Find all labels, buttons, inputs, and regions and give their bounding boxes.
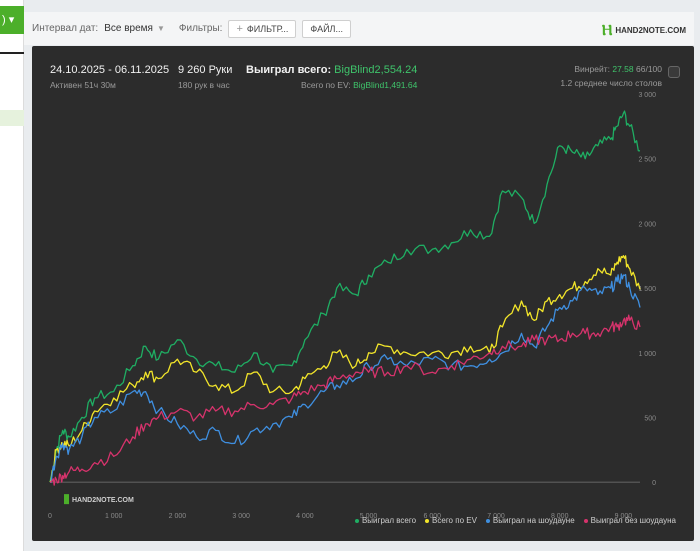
y-tick-label: 500	[644, 415, 656, 422]
hands-block: 9 260 Руки 180 рук в час	[178, 64, 232, 90]
logo-icon: Ⲏ	[601, 22, 613, 39]
legend-label: Выиграл на шоудауне	[492, 516, 575, 525]
y-tick-label: 2 500	[638, 157, 656, 164]
active-time: Активен 51ч 30м	[50, 80, 116, 90]
legend-item[interactable]: Выиграл всего	[354, 516, 417, 525]
chevron-down-icon[interactable]: ▼	[156, 24, 165, 33]
ev-value: BigBlind1,491.64	[353, 80, 418, 90]
x-tick-label: 5 000	[360, 513, 378, 520]
results-chart: 0 500 1 000 1 500 2 000 2 500 3 000 0 1 000 2 000…	[48, 92, 656, 520]
filters-label: Фильтры:	[178, 23, 223, 34]
x-tick-label: 4 000	[296, 513, 314, 520]
won-value: BigBlind2,554.24	[334, 64, 418, 76]
legend-dot-icon	[583, 518, 588, 523]
won-label: Выиграл всего:	[246, 64, 332, 76]
winrate: Винрейт: 27.58 66/100	[560, 64, 662, 74]
series-line	[49, 314, 641, 486]
winrate-unit: 66/100	[636, 64, 662, 74]
x-tick-label: 2 000	[169, 513, 187, 520]
ev-total: Всего по EV: BigBlind1,491.64	[246, 80, 417, 90]
y-tick-label: 1 500	[638, 286, 656, 293]
gear-icon[interactable]	[668, 66, 680, 78]
sidebar-selected-item[interactable]	[0, 110, 24, 126]
file-button-label: ФАЙЛ...	[310, 23, 343, 34]
x-tick-label: 0	[48, 513, 52, 520]
date-range: 24.10.2025 - 06.11.2025	[50, 64, 170, 76]
date-interval-label: Интервал дат:	[32, 23, 99, 34]
y-tick-label: 1 000	[638, 351, 656, 358]
x-tick-label: 9 000	[615, 513, 633, 520]
series-line	[49, 273, 641, 484]
x-tick-label: 1 000	[105, 513, 123, 520]
sidebar-tab[interactable]: ) ▾	[0, 6, 24, 34]
x-tick-label: 7 000	[487, 513, 505, 520]
logo-text: HAND2NOTE.COM	[615, 26, 686, 35]
hands-per-hour: 180 рук в час	[178, 80, 230, 90]
chart-legend: Выиграл всего Всего по EV Выиграл на шоуда…	[346, 516, 676, 525]
filter-button[interactable]: + ФИЛЬТР...	[228, 19, 297, 38]
avg-tables: 1.2 среднее число столов	[560, 78, 662, 88]
left-sidebar: ) ▾	[0, 0, 24, 551]
legend-label: Выиграл всего	[361, 516, 417, 525]
file-button[interactable]: ФАЙЛ...	[302, 19, 351, 38]
winrate-block: Винрейт: 27.58 66/100 1.2 среднее число …	[560, 64, 662, 88]
legend-dot-icon	[354, 518, 359, 523]
x-tick-label: 8 000	[551, 513, 569, 520]
winrate-value: 27.58	[612, 64, 634, 74]
legend-label: Всего по EV	[432, 516, 477, 525]
series-line	[49, 255, 641, 483]
sidebar-divider	[0, 52, 24, 54]
legend-item[interactable]: Всего по EV	[425, 516, 477, 525]
legend-item[interactable]: Выиграл без шоудауна	[583, 516, 676, 525]
filter-button-label: ФИЛЬТР...	[246, 23, 289, 34]
x-tick-label: 6 000	[424, 513, 442, 520]
date-interval-select[interactable]: Все время	[104, 23, 153, 34]
date-range-block: 24.10.2025 - 06.11.2025 Активен 51ч 30м	[50, 64, 169, 90]
winnings-block: Выиграл всего: BigBlind2,554.24 Всего по…	[246, 64, 417, 90]
hand2note-logo: Ⲏ HAND2NOTE.COM	[602, 22, 686, 39]
hands-count: 9 260 Руки	[178, 64, 233, 76]
legend-item[interactable]: Выиграл на шоудауне	[485, 516, 575, 525]
filter-toolbar: Интервал дат: Все время ▼ Фильтры: + ФИЛ…	[24, 12, 694, 45]
series-line	[49, 110, 641, 483]
y-tick-label: 3 000	[638, 92, 656, 99]
watermark-text: HAND2NOTE.COM	[72, 497, 134, 504]
graph-panel: 24.10.2025 - 06.11.2025 Активен 51ч 30м …	[32, 46, 694, 541]
winrate-label: Винрейт:	[574, 64, 610, 74]
plus-icon: +	[236, 22, 243, 35]
won-total: Выиграл всего: BigBlind2,554.24	[246, 64, 417, 76]
legend-dot-icon	[485, 518, 490, 523]
x-tick-label: 3 000	[232, 513, 250, 520]
legend-label: Выиграл без шоудауна	[590, 516, 676, 525]
legend-dot-icon	[425, 518, 430, 523]
watermark-icon	[64, 494, 69, 505]
y-tick-label: 2 000	[638, 221, 656, 228]
ev-label: Всего по EV:	[300, 80, 351, 90]
y-tick-label: 0	[652, 480, 656, 487]
